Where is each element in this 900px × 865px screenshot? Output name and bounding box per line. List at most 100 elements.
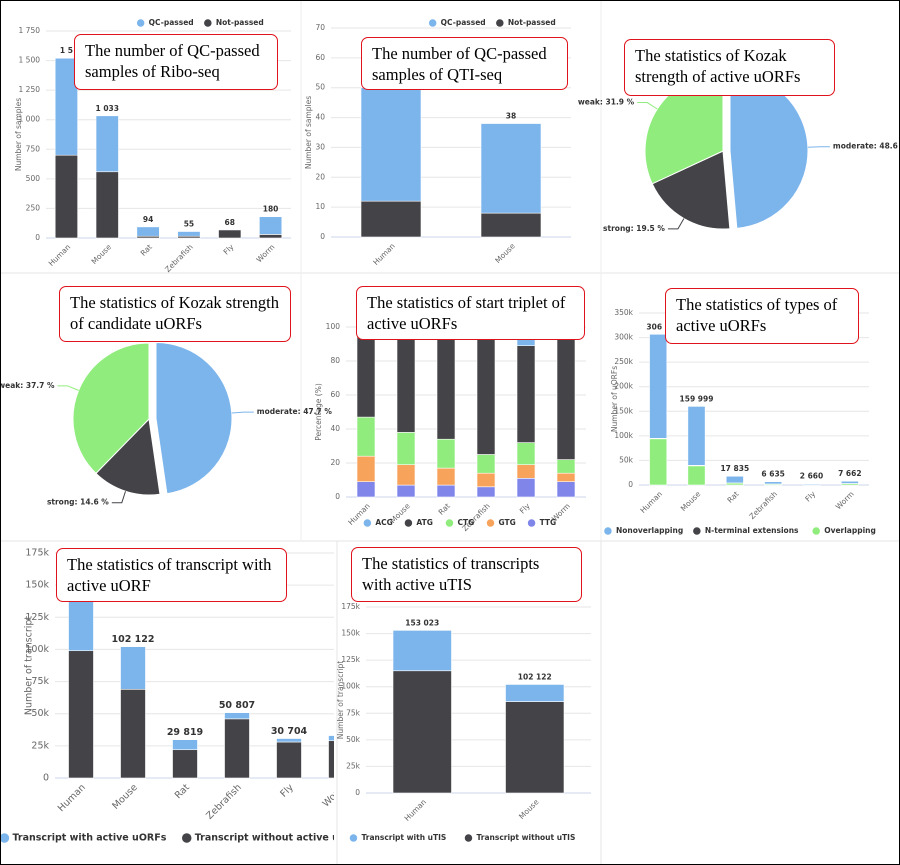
legend-label: Transcript without uTIS <box>476 833 575 842</box>
legend-label: TTG <box>540 518 557 527</box>
chart-title: The statistics of Kozak strength of cand… <box>59 286 291 342</box>
slice-label: strong: 14.6 % <box>47 498 109 507</box>
legend-label: Overlapping <box>824 526 876 535</box>
bar-segment <box>516 477 536 498</box>
bar-segment <box>396 484 416 498</box>
pie-slice <box>72 342 150 475</box>
y-tick-label: 1 000 <box>19 115 41 124</box>
y-tick-label: 1 250 <box>19 85 41 94</box>
total-label: 306 7 <box>646 322 670 331</box>
total-label: 29 819 <box>167 727 203 738</box>
legend-label: Transcript with active uORFs <box>12 833 166 844</box>
chart-title: The statistics of transcript with active… <box>56 548 287 602</box>
bar-segment <box>172 739 198 751</box>
y-tick-label: 50k <box>619 455 634 464</box>
bar-segment <box>516 464 536 479</box>
bar-segment <box>556 472 576 483</box>
bar-segment <box>840 480 859 484</box>
x-tick-label: Fly <box>803 489 817 503</box>
bar-segment <box>259 216 283 235</box>
y-tick-label: 300k <box>614 333 633 342</box>
bar-segment <box>218 229 242 239</box>
x-tick-label: Mouse <box>679 489 703 513</box>
bar-segment <box>224 718 250 779</box>
y-axis-title: Number of samples <box>304 96 313 169</box>
bar-segment <box>396 432 416 465</box>
label-connector <box>111 491 126 504</box>
x-tick-label: Fly <box>222 242 236 256</box>
bar-segment <box>505 684 565 702</box>
x-tick-label: Mouse <box>110 782 140 812</box>
y-tick-label: 250 <box>26 203 41 212</box>
x-tick-label: Worm <box>255 242 277 264</box>
bar-segment <box>120 646 146 690</box>
y-tick-label: 1 500 <box>19 56 41 65</box>
bar-segment <box>95 171 119 239</box>
y-tick-label: 20 <box>330 458 340 467</box>
y-tick-label: 500 <box>26 174 41 183</box>
chart: 0 10 20 30 40 50 60 70 Number of samples Human Mou… <box>304 18 571 267</box>
chart: moderate: 48.6 % strong: 19.5 % weak: 31.9… <box>578 72 899 233</box>
legend-swatch <box>486 519 495 527</box>
x-tick-label: Zebrafish <box>747 489 779 521</box>
bar-segment <box>516 345 536 443</box>
legend-swatch <box>527 519 536 527</box>
bar-segment <box>396 330 416 433</box>
bar-segment <box>356 330 376 418</box>
bar-segment <box>480 123 542 214</box>
y-axis-title: Number of samples <box>14 98 23 171</box>
chart-title: The number of QC-passed samples of Ribo-… <box>74 34 278 90</box>
slice-label: weak: 31.9 % <box>578 98 635 107</box>
bar-segment <box>556 459 576 474</box>
total-label: 17 835 <box>720 464 749 473</box>
pie-slice <box>155 341 233 495</box>
total-label: 1 5 <box>60 46 73 55</box>
y-tick-label: 50 <box>315 83 325 92</box>
total-label: 30 704 <box>271 726 308 737</box>
bar-segment <box>360 87 422 202</box>
bar-segment <box>356 455 376 483</box>
label-connector <box>667 218 685 230</box>
bar-segment <box>725 475 744 484</box>
y-tick-label: 125k <box>341 655 360 664</box>
y-tick-label: 25k <box>31 740 49 751</box>
legend-label: ACG <box>375 518 392 527</box>
bar-segment <box>476 472 496 488</box>
y-axis-title: Percentage (%) <box>314 383 323 441</box>
total-label: 102 122 <box>112 634 155 645</box>
legend-swatch <box>404 519 413 527</box>
y-tick-label: 350k <box>614 308 633 317</box>
y-tick-label: 200k <box>614 382 633 391</box>
pie-slice <box>651 150 731 230</box>
y-tick-label: 80 <box>330 356 340 365</box>
bar-segment <box>802 483 821 485</box>
chart-title: The statistics of transcripts with activ… <box>351 547 582 602</box>
bar-segment <box>120 688 146 779</box>
x-tick-label: Fly <box>278 782 296 800</box>
x-tick-label: Mouse <box>493 241 517 265</box>
legend-label: GTG <box>499 518 516 527</box>
y-tick-label: 0 <box>335 492 340 501</box>
y-tick-label: 150k <box>341 629 360 638</box>
total-label: 153 023 <box>405 618 439 627</box>
label-connector <box>57 385 79 391</box>
x-tick-label: Human <box>403 797 429 823</box>
total-label: 180 <box>263 205 279 214</box>
bar-segment <box>687 465 706 486</box>
legend-swatch <box>445 519 454 527</box>
label-connector <box>807 146 830 148</box>
legend-swatch <box>349 834 358 842</box>
y-tick-label: 0 <box>355 788 360 797</box>
total-label: 68 <box>225 218 235 227</box>
bar-segment <box>177 231 201 237</box>
total-label: 6 635 <box>761 470 785 479</box>
x-tick-label: Rat <box>139 242 154 257</box>
bar-segment <box>396 464 416 486</box>
total-label: 2 660 <box>800 472 824 481</box>
legend-swatch <box>181 833 192 843</box>
y-tick-label: 0 <box>43 773 49 784</box>
bar-segment <box>436 330 456 440</box>
y-tick-label: 100 <box>326 322 341 331</box>
